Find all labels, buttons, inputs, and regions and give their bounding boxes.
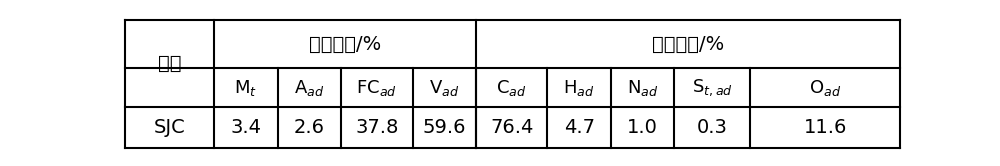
Text: A$_{ad}$: A$_{ad}$ xyxy=(294,78,325,98)
Text: V$_{ad}$: V$_{ad}$ xyxy=(429,78,459,98)
Text: 元素分析/%: 元素分析/% xyxy=(652,35,724,54)
Text: 工业分析/%: 工业分析/% xyxy=(309,35,381,54)
Text: 76.4: 76.4 xyxy=(490,118,533,137)
Text: C$_{ad}$: C$_{ad}$ xyxy=(496,78,527,98)
Text: 1.0: 1.0 xyxy=(627,118,658,137)
Text: 0.3: 0.3 xyxy=(697,118,728,137)
Text: 2.6: 2.6 xyxy=(294,118,325,137)
Text: S$_{t,ad}$: S$_{t,ad}$ xyxy=(692,77,733,98)
Text: 4.7: 4.7 xyxy=(564,118,595,137)
Text: 样品: 样品 xyxy=(158,54,181,73)
Text: N$_{ad}$: N$_{ad}$ xyxy=(627,78,658,98)
Text: O$_{ad}$: O$_{ad}$ xyxy=(809,78,841,98)
Text: FC$_{ad}$: FC$_{ad}$ xyxy=(356,78,397,98)
Text: 59.6: 59.6 xyxy=(423,118,466,137)
Text: 11.6: 11.6 xyxy=(804,118,847,137)
Text: H$_{ad}$: H$_{ad}$ xyxy=(563,78,595,98)
Text: SJC: SJC xyxy=(154,118,185,137)
Text: 3.4: 3.4 xyxy=(230,118,261,137)
Text: M$_t$: M$_t$ xyxy=(234,78,257,98)
Text: 37.8: 37.8 xyxy=(355,118,399,137)
